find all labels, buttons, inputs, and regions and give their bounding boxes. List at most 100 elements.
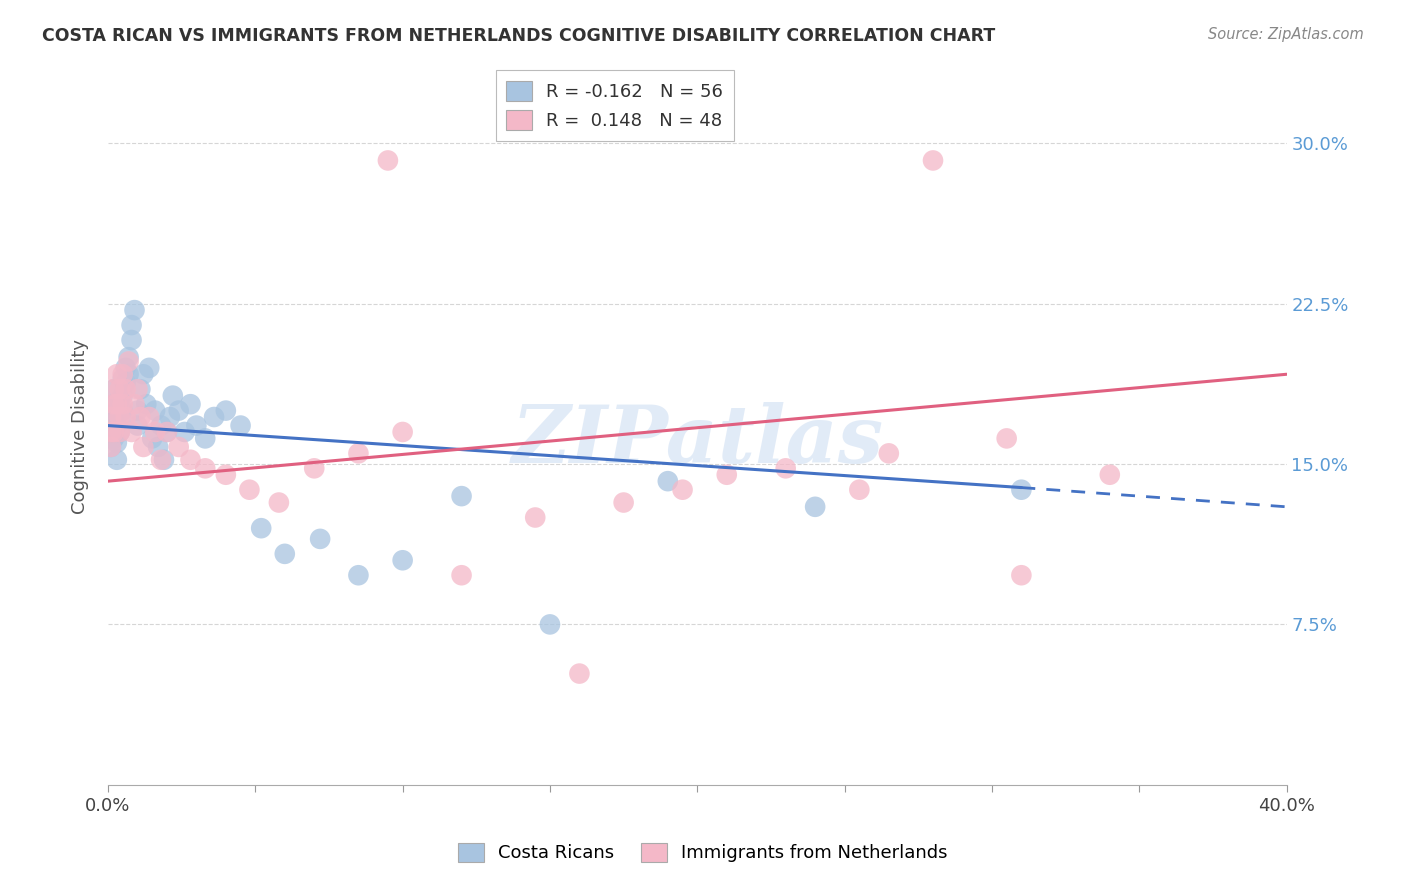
Point xyxy=(162,389,184,403)
Point xyxy=(138,360,160,375)
Point xyxy=(103,382,125,396)
Point xyxy=(167,403,190,417)
Point xyxy=(250,521,273,535)
Point xyxy=(347,446,370,460)
Text: COSTA RICAN VS IMMIGRANTS FROM NETHERLANDS COGNITIVE DISABILITY CORRELATION CHAR: COSTA RICAN VS IMMIGRANTS FROM NETHERLAN… xyxy=(42,27,995,45)
Point xyxy=(716,467,738,482)
Point xyxy=(377,153,399,168)
Point xyxy=(108,382,131,396)
Point xyxy=(103,414,125,428)
Point xyxy=(156,425,179,439)
Point xyxy=(143,403,166,417)
Point xyxy=(100,440,122,454)
Point xyxy=(105,418,128,433)
Point xyxy=(1010,483,1032,497)
Point xyxy=(108,425,131,439)
Point xyxy=(129,382,152,396)
Point xyxy=(124,303,146,318)
Point xyxy=(117,368,139,382)
Point xyxy=(238,483,260,497)
Point xyxy=(922,153,945,168)
Point xyxy=(173,425,195,439)
Point xyxy=(538,617,561,632)
Point xyxy=(229,418,252,433)
Point xyxy=(108,392,131,407)
Point xyxy=(105,403,128,417)
Text: ZIPatlas: ZIPatlas xyxy=(512,402,883,480)
Point xyxy=(111,397,134,411)
Point xyxy=(100,425,122,439)
Point xyxy=(304,461,326,475)
Point xyxy=(124,397,146,411)
Point xyxy=(215,467,238,482)
Point xyxy=(568,666,591,681)
Point xyxy=(103,431,125,445)
Point xyxy=(804,500,827,514)
Point xyxy=(1098,467,1121,482)
Point xyxy=(127,418,149,433)
Point xyxy=(103,397,125,411)
Point xyxy=(135,397,157,411)
Point xyxy=(150,418,173,433)
Point xyxy=(215,403,238,417)
Point xyxy=(111,368,134,382)
Point xyxy=(186,418,208,433)
Point xyxy=(117,350,139,364)
Point xyxy=(391,425,413,439)
Point xyxy=(114,360,136,375)
Point xyxy=(309,532,332,546)
Point xyxy=(141,431,163,445)
Point xyxy=(100,410,122,425)
Point xyxy=(121,318,143,332)
Point xyxy=(671,483,693,497)
Point xyxy=(150,452,173,467)
Point xyxy=(127,403,149,417)
Point xyxy=(347,568,370,582)
Point xyxy=(657,474,679,488)
Point xyxy=(114,410,136,425)
Point xyxy=(179,452,201,467)
Point xyxy=(108,410,131,425)
Point xyxy=(121,425,143,439)
Point xyxy=(524,510,547,524)
Point xyxy=(132,368,155,382)
Point xyxy=(100,425,122,439)
Point xyxy=(167,440,190,454)
Point xyxy=(114,382,136,396)
Point xyxy=(127,382,149,396)
Point xyxy=(103,382,125,396)
Point xyxy=(194,431,217,445)
Point xyxy=(111,403,134,417)
Point xyxy=(202,410,225,425)
Point xyxy=(450,489,472,503)
Point xyxy=(114,376,136,390)
Point xyxy=(138,410,160,425)
Point xyxy=(111,371,134,385)
Point xyxy=(159,410,181,425)
Point xyxy=(117,354,139,368)
Point xyxy=(108,425,131,439)
Point xyxy=(105,452,128,467)
Point xyxy=(267,495,290,509)
Point xyxy=(132,440,155,454)
Point xyxy=(121,333,143,347)
Point xyxy=(103,397,125,411)
Legend: Costa Ricans, Immigrants from Netherlands: Costa Ricans, Immigrants from Netherland… xyxy=(451,836,955,870)
Point xyxy=(153,452,176,467)
Point xyxy=(775,461,797,475)
Point xyxy=(877,446,900,460)
Legend: R = -0.162   N = 56, R =  0.148   N = 48: R = -0.162 N = 56, R = 0.148 N = 48 xyxy=(496,70,734,141)
Point xyxy=(100,410,122,425)
Text: Source: ZipAtlas.com: Source: ZipAtlas.com xyxy=(1208,27,1364,42)
Point xyxy=(156,425,179,439)
Point xyxy=(1010,568,1032,582)
Point xyxy=(194,461,217,475)
Point xyxy=(108,410,131,425)
Point xyxy=(143,425,166,439)
Point xyxy=(274,547,297,561)
Point xyxy=(391,553,413,567)
Point xyxy=(179,397,201,411)
Point xyxy=(105,368,128,382)
Point xyxy=(105,435,128,450)
Point xyxy=(613,495,636,509)
